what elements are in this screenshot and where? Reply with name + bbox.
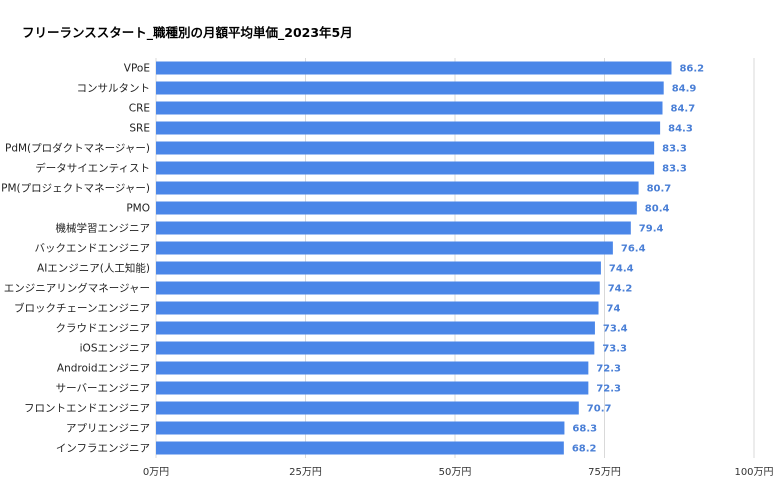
category-label: PM(プロジェクトマネージャー) bbox=[1, 183, 150, 195]
bar bbox=[156, 61, 672, 75]
value-label: 73.4 bbox=[603, 324, 628, 335]
category-label: アプリエンジニア bbox=[66, 423, 150, 435]
value-label: 74.2 bbox=[608, 284, 633, 295]
value-label: 73.3 bbox=[602, 344, 627, 355]
category-label: データサイエンティスト bbox=[35, 162, 150, 175]
value-label: 72.3 bbox=[596, 364, 621, 375]
value-label: 74 bbox=[607, 304, 621, 315]
category-label: 機械学習エンジニア bbox=[56, 222, 151, 235]
value-label: 68.3 bbox=[572, 424, 597, 435]
value-label: 72.3 bbox=[596, 384, 621, 395]
x-tick-label: 25万円 bbox=[289, 467, 322, 478]
bar bbox=[156, 281, 600, 295]
category-label: クラウドエンジニア bbox=[56, 323, 151, 335]
bar bbox=[156, 141, 655, 155]
category-label: ブロックチェーンエンジニア bbox=[14, 302, 150, 315]
value-label: 74.4 bbox=[609, 264, 634, 275]
category-label: iOSエンジニア bbox=[80, 343, 150, 355]
chart-title: フリーランススタート_職種別の月額平均単価_2023年5月 bbox=[22, 25, 353, 40]
category-label: Androidエンジニア bbox=[57, 363, 150, 375]
category-label: インフラエンジニア bbox=[56, 443, 150, 455]
category-label: CRE bbox=[129, 103, 150, 115]
bar bbox=[156, 241, 613, 255]
x-tick-label: 75万円 bbox=[588, 467, 621, 478]
x-tick-label: 0万円 bbox=[143, 467, 169, 478]
bar bbox=[156, 101, 663, 115]
bar bbox=[156, 361, 589, 375]
bar bbox=[156, 421, 565, 435]
bar bbox=[156, 121, 661, 135]
x-tick-label: 50万円 bbox=[439, 467, 472, 478]
bar bbox=[156, 321, 595, 335]
bar bbox=[156, 301, 599, 315]
bar bbox=[156, 161, 655, 175]
value-label: 84.3 bbox=[668, 124, 693, 135]
x-tick-label: 100万円 bbox=[734, 467, 773, 478]
bar bbox=[156, 381, 589, 395]
value-label: 76.4 bbox=[621, 244, 646, 255]
category-label: エンジニアリングマネージャー bbox=[4, 282, 150, 295]
category-label: PdM(プロダクトマネージャー) bbox=[5, 142, 150, 155]
value-label: 80.7 bbox=[647, 184, 672, 195]
bar bbox=[156, 261, 601, 275]
category-label: SRE bbox=[129, 123, 150, 135]
value-label: 83.3 bbox=[662, 164, 687, 175]
value-label: 79.4 bbox=[639, 224, 664, 235]
bar bbox=[156, 201, 637, 215]
bar bbox=[156, 81, 664, 95]
value-label: 86.2 bbox=[679, 64, 704, 75]
bar bbox=[156, 221, 631, 235]
value-label: 68.2 bbox=[572, 444, 597, 455]
category-label: バックエンドエンジニア bbox=[35, 243, 151, 255]
value-label: 84.9 bbox=[672, 84, 697, 95]
category-label: AIエンジニア(人工知能) bbox=[37, 262, 150, 275]
category-label: VPoE bbox=[124, 63, 150, 75]
value-label: 80.4 bbox=[645, 204, 670, 215]
value-label: 70.7 bbox=[587, 404, 612, 415]
bar bbox=[156, 181, 639, 195]
category-label: フロントエンドエンジニア bbox=[24, 403, 150, 415]
bar bbox=[156, 341, 595, 355]
bar bbox=[156, 401, 579, 415]
category-label: PMO bbox=[126, 203, 150, 215]
bar bbox=[156, 441, 564, 455]
value-label: 84.7 bbox=[671, 104, 696, 115]
value-label: 83.3 bbox=[662, 144, 687, 155]
category-label: コンサルタント bbox=[77, 83, 151, 95]
category-label: サーバーエンジニア bbox=[56, 383, 150, 395]
